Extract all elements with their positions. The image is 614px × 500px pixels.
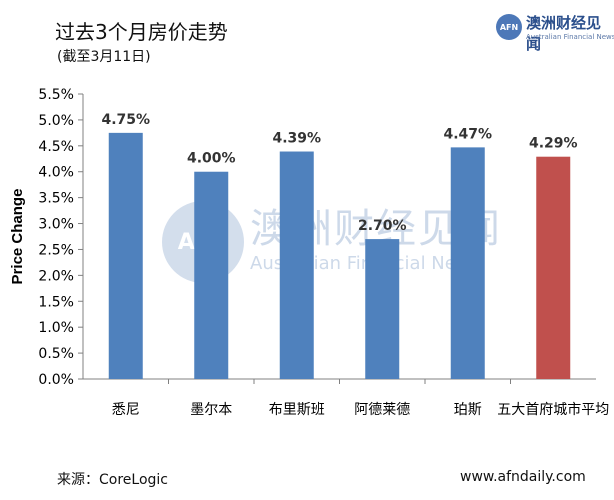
bar xyxy=(450,147,485,379)
afn-logo-name-en: Australian Financial News xyxy=(526,33,614,41)
x-tick-label: 五大首府城市平均 xyxy=(497,401,609,418)
x-tick-label: 珀斯 xyxy=(454,402,482,418)
y-tick-label: 1.0% xyxy=(38,320,74,336)
x-tick-label: 墨尔本 xyxy=(190,402,232,418)
bar xyxy=(194,171,229,379)
data-label: 4.29% xyxy=(529,136,578,152)
data-label: 4.75% xyxy=(101,112,150,128)
chart-subtitle: (截至3月11日) xyxy=(57,49,151,65)
afn-logo: AFN 澳洲财经见闻 Australian Financial News xyxy=(496,12,614,53)
y-tick-label: 5.0% xyxy=(38,113,74,129)
y-tick-label: 2.5% xyxy=(38,242,74,258)
data-label: 2.70% xyxy=(358,218,407,234)
data-label: 4.00% xyxy=(187,151,236,167)
y-tick-label: 2.0% xyxy=(38,268,74,284)
bar xyxy=(536,156,571,379)
source-note: 来源：CoreLogic xyxy=(57,472,168,488)
afn-logo-icon: AFN xyxy=(496,14,522,40)
y-tick-label: 3.5% xyxy=(38,191,74,207)
chart-title: 过去3个月房价走势 xyxy=(55,20,228,44)
y-tick-label: 0.5% xyxy=(38,346,74,362)
data-label: 4.47% xyxy=(443,126,492,142)
bar xyxy=(365,239,400,379)
afn-logo-name-cn: 澳洲财经见闻 xyxy=(526,14,602,53)
y-tick-label: 1.5% xyxy=(38,294,74,310)
website-url: www.afndaily.com xyxy=(460,469,586,485)
data-label: 4.39% xyxy=(272,131,321,147)
y-tick-label: 3.0% xyxy=(38,217,74,233)
y-tick-label: 5.5% xyxy=(38,87,74,103)
y-tick-label: 4.5% xyxy=(38,139,74,155)
y-tick-label: 0.0% xyxy=(38,372,74,388)
bar xyxy=(279,151,314,379)
x-tick-label: 布里斯班 xyxy=(269,402,325,418)
bar xyxy=(108,132,143,379)
y-axis-label: Price Change xyxy=(9,189,26,285)
x-tick-label: 阿德莱德 xyxy=(354,402,410,418)
y-tick-label: 4.0% xyxy=(38,165,74,181)
x-tick-label: 悉尼 xyxy=(112,402,140,418)
